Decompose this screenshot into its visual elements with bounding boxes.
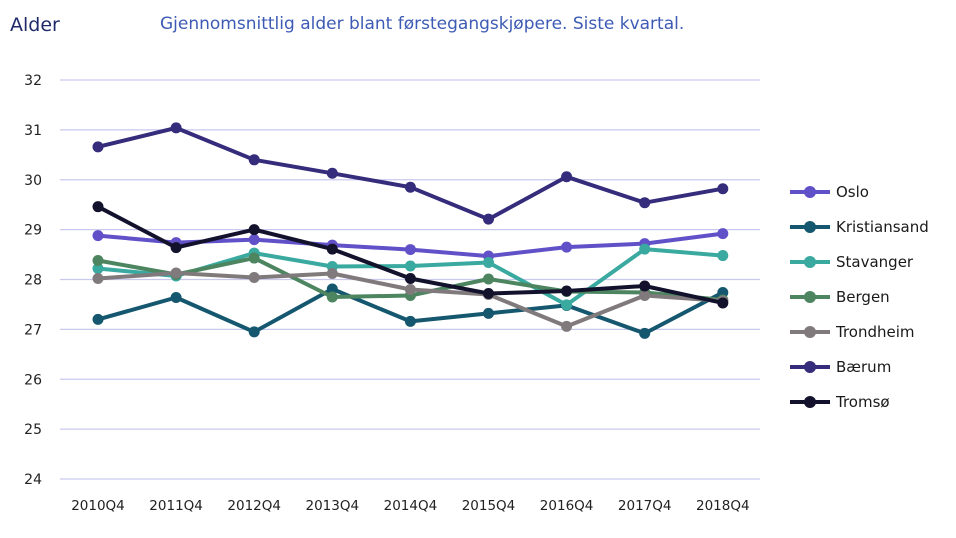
- legend-swatch: [788, 217, 832, 237]
- y-axis-ticks: 24 25 26 27 28 29 30 31 32: [24, 73, 42, 488]
- data-point: [92, 273, 104, 285]
- x-tick-label: 2011Q4: [149, 498, 203, 514]
- data-point: [404, 181, 416, 193]
- y-axis-title: Alder: [10, 14, 60, 36]
- data-point: [561, 299, 573, 311]
- y-tick-label: 27: [24, 322, 42, 338]
- data-point: [170, 291, 182, 303]
- legend-label: Bærum: [836, 357, 892, 376]
- legend-swatch: [788, 357, 832, 377]
- data-point: [483, 287, 494, 299]
- data-point: [483, 307, 494, 319]
- legend-item: Trondheim: [788, 314, 929, 349]
- data-point: [639, 243, 651, 255]
- data-point: [326, 167, 338, 179]
- legend-label: Oslo: [836, 182, 869, 201]
- y-tick-label: 29: [24, 223, 42, 239]
- data-point: [326, 291, 338, 303]
- chart-title: Gjennomsnittlig alder blant førstegangsk…: [160, 14, 685, 34]
- legend-item: Bergen: [788, 279, 929, 314]
- data-point: [92, 255, 104, 267]
- legend-swatch: [788, 182, 832, 202]
- data-point: [561, 285, 573, 297]
- data-point: [248, 252, 260, 264]
- data-point: [639, 197, 651, 209]
- x-tick-label: 2010Q4: [71, 498, 125, 514]
- data-point: [326, 243, 338, 255]
- data-point: [717, 297, 729, 309]
- series-line: [96, 125, 725, 222]
- data-point: [404, 244, 416, 256]
- data-point: [170, 242, 182, 254]
- data-point: [92, 141, 104, 153]
- y-tick-label: 26: [24, 372, 42, 388]
- data-point: [170, 122, 182, 134]
- legend-item: Stavanger: [788, 244, 929, 279]
- data-point: [248, 272, 260, 284]
- x-tick-label: 2014Q4: [384, 498, 438, 514]
- data-point: [639, 289, 651, 301]
- data-point: [248, 326, 260, 338]
- data-point: [92, 313, 104, 325]
- data-point: [248, 234, 260, 246]
- x-tick-label: 2017Q4: [618, 498, 672, 514]
- legend-swatch: [788, 287, 832, 307]
- legend-label: Tromsø: [836, 392, 890, 411]
- legend-swatch: [788, 322, 832, 342]
- data-point: [170, 267, 182, 279]
- x-tick-label: 2015Q4: [462, 498, 516, 514]
- data-point: [92, 201, 104, 213]
- data-point: [639, 280, 651, 292]
- legend-item: Oslo: [788, 174, 929, 209]
- legend-swatch: [788, 252, 832, 272]
- data-point: [483, 213, 494, 225]
- gridlines: [60, 79, 760, 480]
- y-tick-label: 28: [24, 273, 42, 289]
- data-point: [483, 273, 494, 285]
- y-tick-label: 25: [24, 422, 42, 438]
- legend-label: Kristiansand: [836, 217, 929, 236]
- data-point: [717, 228, 729, 240]
- x-tick-label: 2016Q4: [540, 498, 594, 514]
- data-point: [404, 260, 416, 272]
- data-point: [717, 183, 729, 195]
- y-tick-label: 32: [24, 73, 42, 89]
- y-tick-label: 24: [24, 472, 42, 488]
- series-trondheim: [92, 267, 729, 332]
- x-tick-label: 2012Q4: [227, 498, 281, 514]
- data-point: [404, 283, 416, 295]
- legend-label: Trondheim: [836, 322, 915, 341]
- data-point: [404, 273, 416, 285]
- data-point: [326, 268, 338, 280]
- data-point: [326, 283, 338, 295]
- data-point: [561, 320, 573, 332]
- data-point: [639, 327, 651, 339]
- x-tick-label: 2013Q4: [306, 498, 360, 514]
- data-point: [561, 241, 573, 253]
- series-tromsø: [92, 201, 729, 309]
- data-point: [717, 250, 729, 262]
- data-point: [92, 263, 104, 275]
- data-point: [561, 171, 573, 183]
- data-point: [248, 154, 260, 166]
- series-bærum: [92, 122, 729, 225]
- x-tick-label: 2018Q4: [696, 498, 750, 514]
- data-point: [248, 224, 260, 236]
- legend-swatch: [788, 392, 832, 412]
- legend-item: Kristiansand: [788, 209, 929, 244]
- data-point: [92, 230, 104, 242]
- y-tick-label: 31: [24, 123, 42, 139]
- legend: Oslo Kristiansand Stavanger Bergen Trondheim…: [788, 174, 929, 419]
- data-point: [404, 315, 416, 327]
- data-point: [483, 257, 494, 269]
- legend-label: Bergen: [836, 287, 890, 306]
- legend-item: Bærum: [788, 349, 929, 384]
- series-lines: [92, 122, 729, 339]
- x-axis-ticks: 2010Q4 2011Q4 2012Q4 2013Q4 2014Q4 2015Q4 2016…: [71, 498, 749, 514]
- legend-label: Stavanger: [836, 252, 914, 271]
- y-tick-label: 30: [24, 173, 42, 189]
- legend-item: Tromsø: [788, 384, 929, 419]
